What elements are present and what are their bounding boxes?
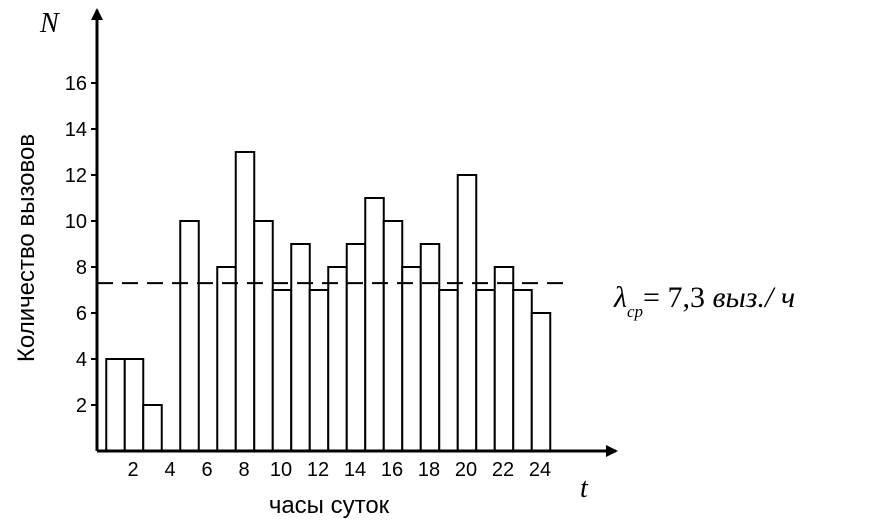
x-tick-label: 24: [529, 459, 551, 481]
x-tick-label: 10: [270, 459, 292, 481]
bar-hour-22: [493, 266, 515, 452]
y-tick-label: 14: [65, 119, 87, 141]
bar-hour-9: [253, 220, 274, 452]
bar-hour-7: [216, 266, 237, 452]
bar-hour-21: [475, 289, 496, 452]
bar-hour-17: [401, 266, 422, 452]
y-axis-variable: N: [39, 8, 60, 39]
lambda-subscript: ср: [627, 302, 643, 321]
reference-line-label: λср= 7,3 выз./ ч: [613, 281, 795, 321]
lambda-value: = 7,3: [643, 281, 712, 314]
bar-hour-16: [382, 220, 404, 452]
y-ticks-group: 2 4 6 8 10 12 14 16: [65, 73, 97, 417]
y-tick-label: 4: [76, 349, 87, 371]
bar-hour-18: [419, 243, 441, 452]
bars-group: [105, 151, 552, 452]
x-tick-label: 4: [164, 459, 175, 481]
bar-hour-15: [364, 197, 385, 452]
bar-hour-1: [105, 358, 126, 452]
bar-hour-24: [530, 312, 552, 452]
bar-hour-14: [345, 243, 367, 452]
x-tick-label: 16: [381, 459, 403, 481]
y-tick-label: 8: [76, 257, 87, 279]
bar-hour-8: [234, 151, 256, 452]
y-tick-label: 6: [76, 303, 87, 325]
x-tick-label: 8: [238, 459, 249, 481]
bar-hour-3: [142, 404, 163, 452]
x-tick-label: 22: [492, 459, 514, 481]
bar-hour-13: [327, 266, 348, 452]
x-tick-label: 14: [344, 459, 366, 481]
x-tick-label: 6: [201, 459, 212, 481]
svg-text:λср= 7,3 выз./ ч: λср= 7,3 выз./ ч: [613, 281, 795, 321]
y-tick-label: 16: [65, 73, 87, 95]
bar-hour-2: [123, 358, 145, 452]
lambda-unit: выз./ ч: [712, 281, 795, 314]
x-tick-label: 20: [455, 459, 477, 481]
y-tick-label: 12: [65, 165, 87, 187]
x-axis-title: часы суток: [269, 492, 390, 519]
bar-hour-11: [290, 243, 311, 452]
bar-hour-12: [308, 289, 330, 452]
x-tick-label: 18: [418, 459, 440, 481]
bar-hour-20: [456, 174, 478, 452]
bar-hour-5: [179, 220, 200, 452]
bar-hour-10: [271, 289, 293, 452]
x-tick-label: 12: [307, 459, 329, 481]
lambda-symbol: λ: [613, 281, 627, 314]
y-tick-label: 2: [76, 395, 87, 417]
x-axis-variable: t: [580, 473, 589, 504]
bar-hour-19: [438, 289, 459, 452]
y-axis-title: Количество вызовов: [13, 134, 40, 362]
x-ticks-group: 2 4 6 8 10 12 14 16 18 20 22 24: [127, 459, 551, 481]
x-tick-label: 2: [127, 459, 138, 481]
y-tick-label: 10: [65, 211, 87, 233]
bar-hour-23: [512, 289, 533, 452]
